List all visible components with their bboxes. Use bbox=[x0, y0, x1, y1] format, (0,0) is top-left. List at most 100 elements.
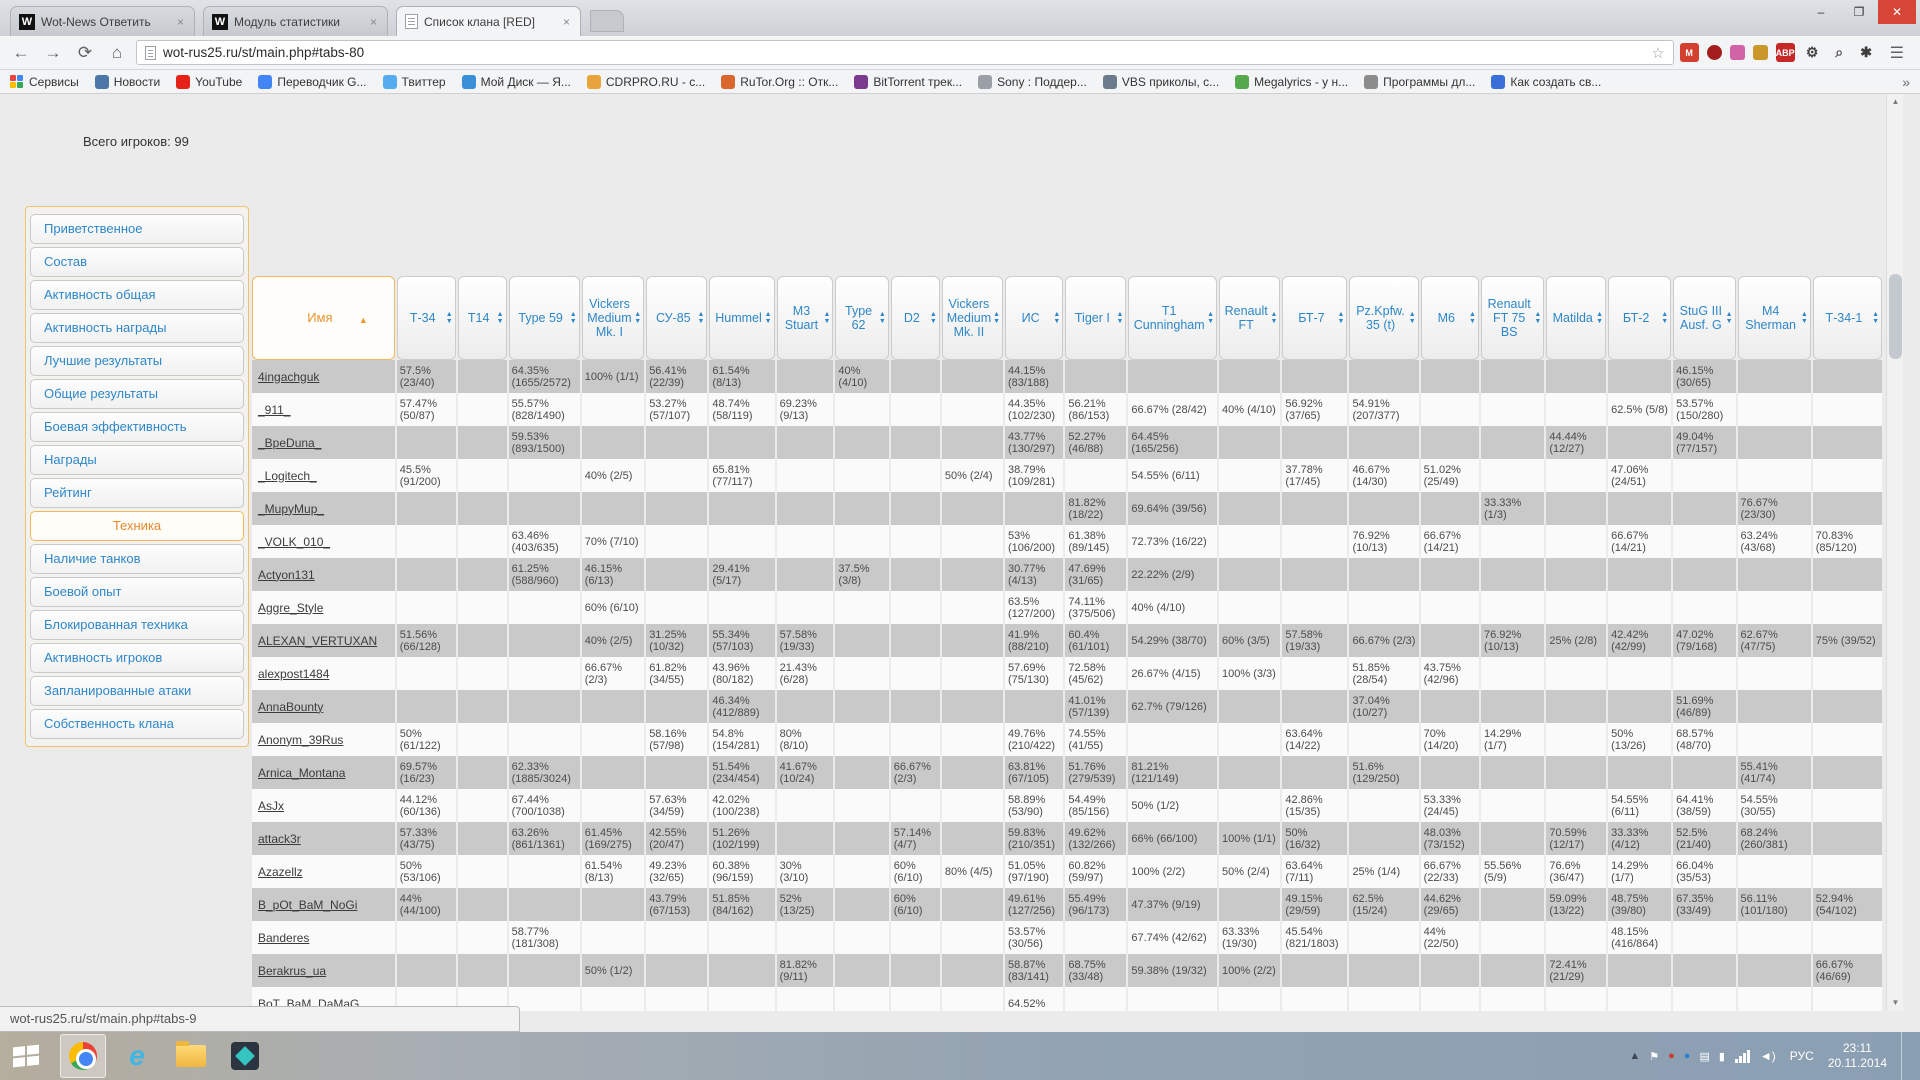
sort-icon[interactable]: ▲ ▼ bbox=[1469, 311, 1476, 325]
sort-icon[interactable]: ▲ ▼ bbox=[1725, 311, 1733, 325]
minimize-button[interactable]: – bbox=[1817, 5, 1825, 19]
home-icon[interactable]: ⌂ bbox=[111, 42, 123, 62]
bookmark-star-icon[interactable]: ☆ bbox=[1651, 44, 1665, 62]
show-desktop-button[interactable] bbox=[1901, 1032, 1908, 1080]
new-tab-button[interactable] bbox=[590, 10, 624, 32]
taskbar-ie-icon[interactable]: e bbox=[114, 1034, 160, 1078]
sort-icon[interactable]: ▲ ▼ bbox=[1207, 311, 1215, 325]
player-name-link[interactable]: alexpost1484 bbox=[252, 657, 395, 690]
reload-icon[interactable]: ⟳ bbox=[77, 42, 93, 62]
battery-icon[interactable]: ▮ bbox=[1718, 1050, 1725, 1063]
sidebar-item[interactable]: Состав bbox=[30, 247, 244, 277]
column-header[interactable]: Vickers Medium Mk. II ▲ ▼ bbox=[941, 276, 1003, 360]
sort-icon[interactable]: ▲ ▼ bbox=[1337, 311, 1345, 325]
sort-icon[interactable]: ▲ ▼ bbox=[878, 311, 886, 325]
sort-icon[interactable]: ▲ ▼ bbox=[445, 311, 453, 325]
tab-close-icon[interactable]: × bbox=[369, 14, 377, 29]
player-name-link[interactable]: _VOLK_010_ bbox=[252, 525, 395, 558]
player-name-link[interactable]: _Logitech_ bbox=[252, 459, 395, 492]
sidebar-item[interactable]: Запланированные атаки bbox=[30, 676, 244, 706]
sort-icon[interactable]: ▲ ▼ bbox=[1534, 311, 1542, 325]
bookmark-item[interactable]: Как создать св... bbox=[1491, 74, 1601, 89]
browser-tab[interactable]: Список клана [RED] × bbox=[396, 6, 581, 36]
bookmark-item[interactable]: Переводчик G... bbox=[258, 74, 367, 89]
column-header[interactable]: T1 Cunningham ▲ ▼ bbox=[1128, 276, 1218, 360]
tab-close-icon[interactable]: × bbox=[176, 14, 184, 29]
sidebar-item[interactable]: Техника bbox=[30, 511, 244, 541]
bookmark-item[interactable]: VBS приколы, с... bbox=[1102, 74, 1219, 89]
column-header[interactable]: StuG III Ausf. G ▲ ▼ bbox=[1673, 276, 1736, 360]
player-name-link[interactable]: ALEXAN_VERTUXAN bbox=[252, 624, 395, 657]
taskbar-app-icon[interactable] bbox=[222, 1034, 268, 1078]
start-button[interactable] bbox=[0, 1032, 52, 1080]
player-name-link[interactable]: AsJx bbox=[252, 789, 395, 822]
sidebar-item[interactable]: Общие результаты bbox=[30, 379, 244, 409]
sidebar-item[interactable]: Боевой опыт bbox=[30, 577, 244, 607]
forward-icon[interactable]: → bbox=[44, 42, 62, 62]
monitor-icon[interactable]: ▤ bbox=[1699, 1050, 1710, 1063]
bookmark-item[interactable]: BitTorrent трек... bbox=[854, 74, 962, 89]
gear-extension-icon[interactable]: ⚙ bbox=[1805, 44, 1819, 60]
search-extension-icon[interactable]: ⌕ bbox=[1835, 44, 1844, 60]
sort-icon[interactable]: ▲ ▼ bbox=[1596, 311, 1604, 325]
record-extension-icon[interactable] bbox=[1706, 45, 1722, 60]
back-icon[interactable]: ← bbox=[12, 42, 30, 62]
sort-icon[interactable]: ▲ ▼ bbox=[634, 311, 642, 325]
bookmark-item[interactable]: Megalyrics - у н... bbox=[1235, 74, 1348, 89]
column-header[interactable]: Т14 ▲ ▼ bbox=[457, 276, 507, 360]
column-header[interactable]: Tiger I ▲ ▼ bbox=[1065, 276, 1127, 360]
tools-extension-icon[interactable]: ✱ bbox=[1860, 44, 1873, 60]
player-name-link[interactable]: Banderes bbox=[252, 921, 395, 954]
player-name-link[interactable]: Actyon131 bbox=[252, 558, 395, 591]
sidebar-item[interactable]: Активность награды bbox=[30, 313, 244, 343]
player-name-link[interactable]: Aggre_Style bbox=[252, 591, 395, 624]
column-header[interactable]: ИС ▲ ▼ bbox=[1005, 276, 1064, 360]
sort-icon[interactable]: ▲ ▼ bbox=[1053, 311, 1061, 325]
sidebar-item[interactable]: Блокированная техника bbox=[30, 610, 244, 640]
column-header[interactable]: Т-34-1 ▲ ▼ bbox=[1812, 276, 1882, 360]
scroll-up-icon[interactable]: ▲ bbox=[1891, 97, 1900, 106]
menu-icon[interactable]: ☰ bbox=[1889, 44, 1904, 62]
network-icon[interactable] bbox=[1734, 1049, 1750, 1063]
bookmark-item[interactable]: Программы дл... bbox=[1364, 74, 1475, 89]
pink-extension-icon[interactable] bbox=[1729, 45, 1745, 60]
column-header[interactable]: М3 Stuart ▲ ▼ bbox=[776, 276, 834, 360]
bookmark-item[interactable]: YouTube bbox=[176, 74, 242, 89]
sort-icon[interactable]: ▲ ▼ bbox=[697, 311, 705, 325]
sort-icon[interactable]: ▲ ▼ bbox=[1408, 311, 1416, 325]
sort-icon[interactable]: ▲ ▼ bbox=[1872, 311, 1879, 325]
language-indicator[interactable]: РУС bbox=[1789, 1049, 1814, 1063]
sidebar-item[interactable]: Наличие танков bbox=[30, 544, 244, 574]
player-name-link[interactable]: AnnaBounty bbox=[252, 690, 395, 723]
sidebar-item[interactable]: Лучшие результаты bbox=[30, 346, 244, 376]
adblock-extension-icon[interactable]: ABP bbox=[1775, 43, 1795, 62]
sort-icon[interactable]: ▲ ▼ bbox=[929, 311, 937, 325]
sidebar-item[interactable]: Активность общая bbox=[30, 280, 244, 310]
hidden-icons-chevron[interactable]: ▲ bbox=[1629, 1050, 1641, 1062]
column-header-name[interactable]: Имя ▲ bbox=[252, 276, 395, 360]
column-header[interactable]: Renault FT 75 BS ▲ ▼ bbox=[1480, 276, 1545, 360]
sort-icon[interactable]: ▲ ▼ bbox=[993, 311, 1000, 325]
url-text[interactable]: wot-rus25.ru/st/main.php#tabs-80 bbox=[163, 45, 365, 60]
close-button[interactable]: ✕ bbox=[1878, 0, 1916, 24]
player-name-link[interactable]: 4ingachguk bbox=[252, 360, 395, 393]
column-header[interactable]: Type 62 ▲ ▼ bbox=[835, 276, 889, 360]
bookmark-item[interactable]: CDRPRO.RU - с... bbox=[586, 74, 705, 89]
bookmark-item[interactable]: RuTor.Org :: Отк... bbox=[721, 74, 838, 89]
volume-icon[interactable]: ◄) bbox=[1759, 1049, 1776, 1063]
red-dot-icon[interactable]: ● bbox=[1668, 1050, 1675, 1062]
sort-icon[interactable]: ▲ ▼ bbox=[569, 311, 577, 325]
key-extension-icon[interactable] bbox=[1752, 45, 1768, 60]
column-header[interactable]: БТ-7 ▲ ▼ bbox=[1282, 276, 1348, 360]
vertical-scrollbar[interactable]: ▲ ▼ bbox=[1886, 94, 1903, 1011]
column-header[interactable]: Type 59 ▲ ▼ bbox=[508, 276, 580, 360]
player-name-link[interactable]: _BpeDuna_ bbox=[252, 426, 395, 459]
bookmark-item[interactable]: Мой Диск — Я... bbox=[461, 74, 571, 89]
sort-icon[interactable]: ▲ ▼ bbox=[496, 311, 504, 325]
column-header[interactable]: Pz.Kpfw. 35 (t) ▲ ▼ bbox=[1349, 276, 1419, 360]
column-header[interactable]: Vickers Medium Mk. I ▲ ▼ bbox=[581, 276, 645, 360]
scroll-down-icon[interactable]: ▼ bbox=[1891, 998, 1900, 1007]
bookmark-item[interactable]: Sony : Поддер... bbox=[978, 74, 1087, 89]
sidebar-item[interactable]: Активность игроков bbox=[30, 643, 244, 673]
clock[interactable]: 23:11 20.11.2014 bbox=[1828, 1041, 1887, 1071]
